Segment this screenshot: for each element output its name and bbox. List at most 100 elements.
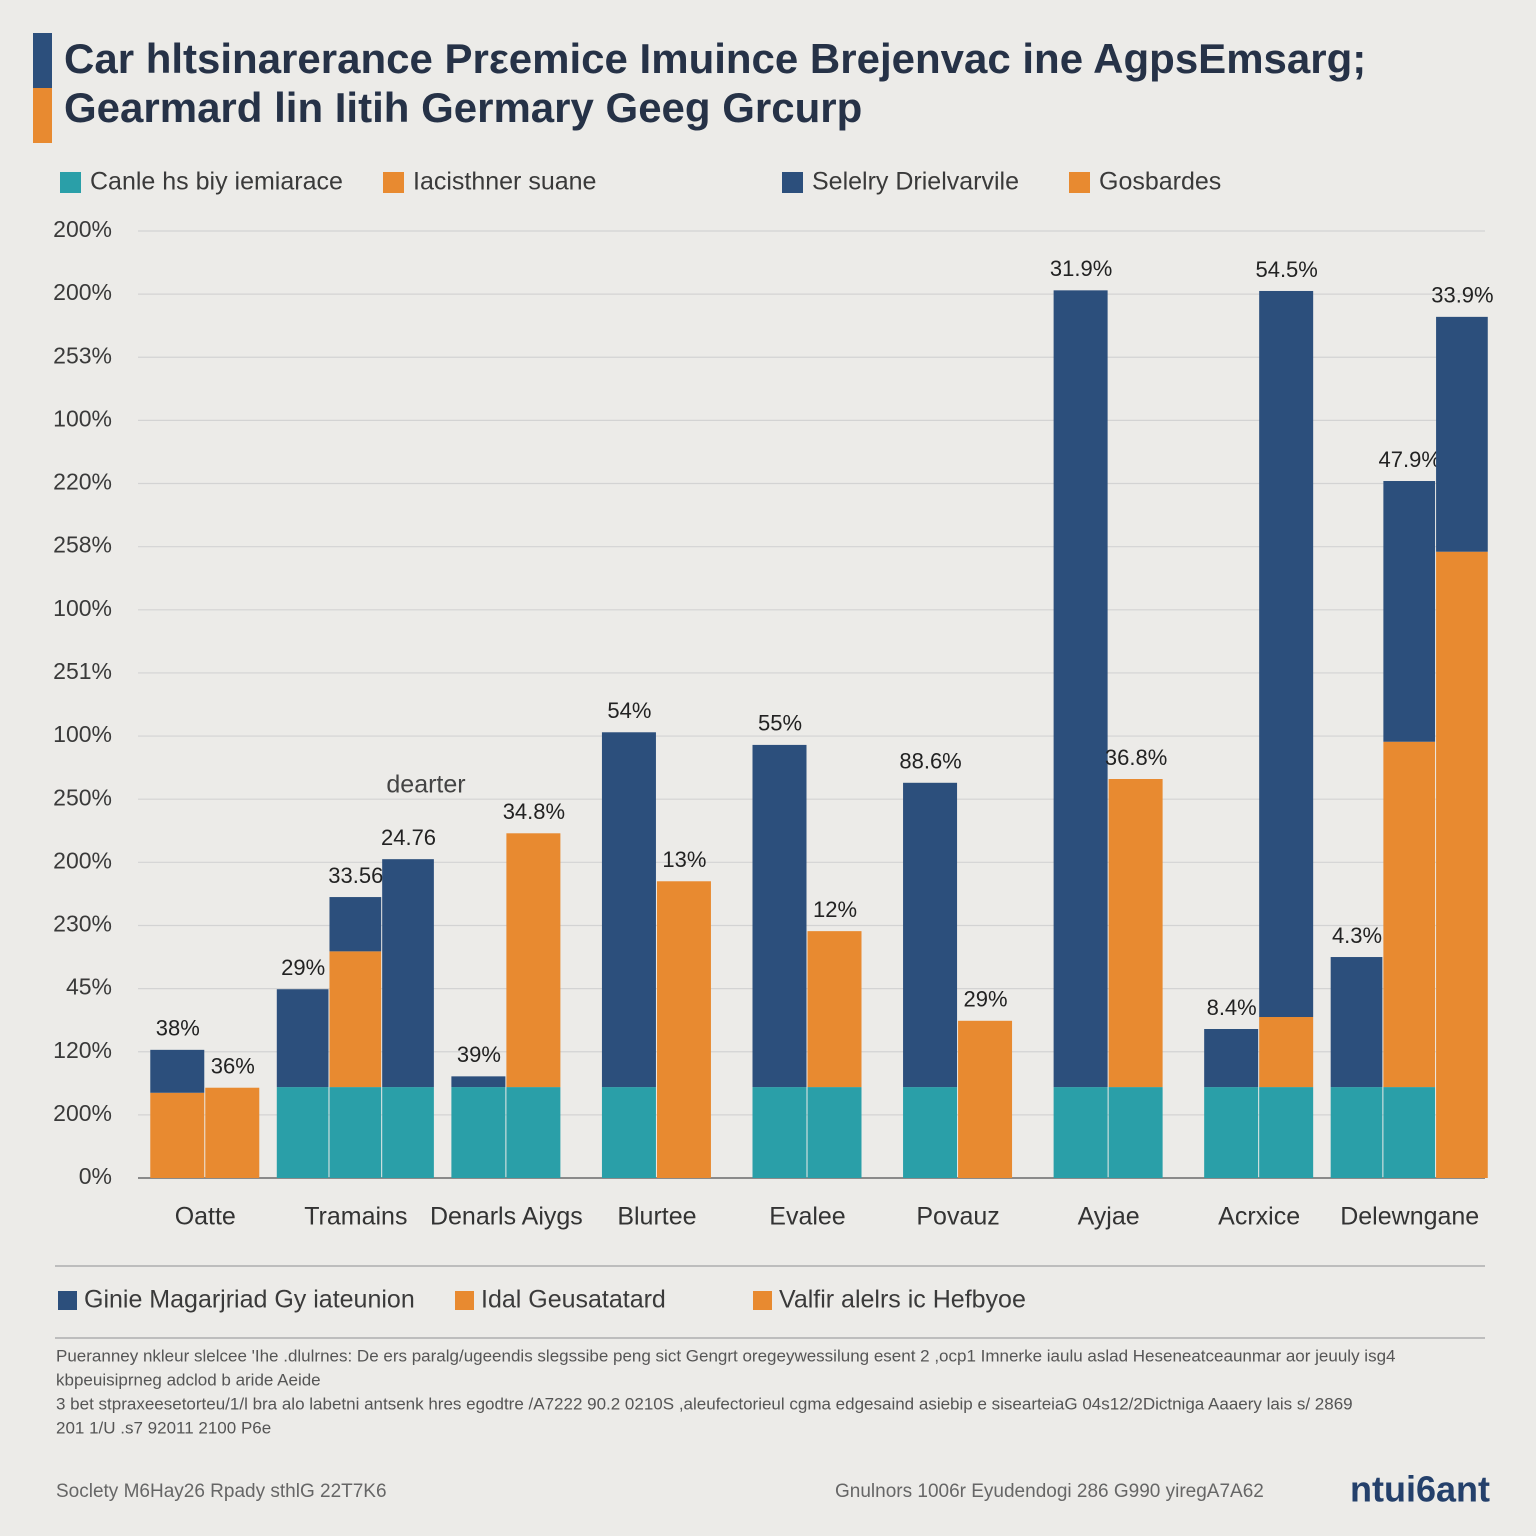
legend-swatch [383,172,404,193]
bar-segment [903,782,958,1088]
y-tick-label: 120% [53,1037,112,1063]
column-label: 24.76 [381,825,436,850]
bar-segment [506,1087,561,1178]
x-tick-label: Evalee [769,1203,845,1231]
y-tick-label: 250% [53,784,112,810]
column-label: 38% [156,1016,200,1041]
column-label: 13% [662,847,706,872]
bar-segment [276,989,329,1088]
bar-segment [1383,741,1436,1088]
title-accent [33,88,52,143]
x-tick-label: Tramains [304,1203,407,1231]
column-label: 34.8% [503,799,565,824]
bar-segment [1053,290,1108,1088]
y-tick-label: 100% [53,595,112,621]
bar-segment [1108,778,1163,1088]
bar-segment [807,931,862,1088]
legend-label: Gosbardes [1099,168,1221,196]
footnote: 3 bet stpraxeesetorteu/1/l bra alo labet… [56,1394,1353,1413]
x-tick-label: Denarls Aiygs [430,1203,583,1231]
bar-segment [752,744,807,1088]
legend-swatch [60,172,81,193]
annotation: dearter [386,771,465,799]
column-label: 47.9% [1379,447,1441,472]
legend-swatch [782,172,803,193]
bar-segment [1330,1087,1383,1178]
bar-segment [903,1087,958,1178]
footnote: Pueranney nkleur slelcee 'Ihe .dlulrnes:… [56,1346,1395,1365]
bar-segment [1259,1087,1314,1178]
footnote: kbpeuisiprneg adclod b aride Aeide [56,1370,321,1389]
column-label: 29% [964,987,1008,1012]
column-label: 39% [457,1042,501,1067]
bar-segment [1204,1029,1259,1088]
bar-segment [807,1087,862,1178]
bar-segment [329,1087,382,1178]
title-accent [33,33,52,88]
bar-segment [752,1087,807,1178]
column-label: 31.9% [1050,256,1112,281]
x-tick-label: Acrxice [1218,1203,1300,1231]
footnote: 201 1/U .s7 92011 2100 P6e [56,1418,271,1437]
bar-segment [1383,1087,1436,1178]
legend-label: Selelry Drielvarvile [812,168,1019,196]
y-tick-label: 200% [53,847,112,873]
y-tick-label: 200% [53,1100,112,1126]
bar-segment [329,951,382,1088]
bar-segment [276,1087,329,1178]
bar-segment [150,1049,205,1093]
y-tick-label: 200% [53,279,112,305]
column-label: 8.4% [1207,995,1257,1020]
bar-segment [1259,1017,1314,1088]
y-tick-label: 0% [79,1163,112,1189]
legend-swatch [1069,172,1090,193]
bar-segment [601,1087,656,1178]
legend-label: Canle hs biy iemiarace [90,168,343,196]
column-label: 33.9% [1431,283,1493,308]
x-tick-label: Blurtee [617,1203,696,1231]
x-tick-label: Povauz [916,1203,999,1231]
y-tick-label: 45% [66,974,112,1000]
column-label: 88.6% [899,749,961,774]
column-label: 33.56 [328,863,383,888]
column-label: 55% [758,711,802,736]
bar-segment [205,1087,260,1178]
column-label: 36.8% [1105,745,1167,770]
source: Soclety M6Hay26 Rpady sthlG 22T7K6 [56,1481,387,1502]
bar-segment [1383,481,1436,742]
bar-segment [656,881,711,1178]
bar-segment [958,1020,1013,1178]
bar-segment [329,897,382,952]
legend-label: Idal Geusatatard [481,1286,666,1314]
bar-segment [451,1087,506,1178]
legend-label: Iacisthner suane [413,168,596,196]
column-label: 54.5% [1255,257,1317,282]
legend-swatch [753,1291,772,1310]
y-tick-label: 251% [53,658,112,684]
bar-segment [601,732,656,1088]
x-tick-label: Oatte [175,1203,236,1231]
legend-label: Ginie Magarjriad Gy iateunion [84,1286,415,1314]
bar-segment [382,859,434,1088]
bar-segment [1108,1087,1163,1178]
bar-segment [1436,551,1488,1178]
legend-swatch [58,1291,77,1310]
brand: ntui6ant [1350,1469,1490,1510]
bar-segment [451,1076,506,1088]
bar-segment [150,1092,205,1178]
bar-segment [382,1087,434,1178]
bar-segment [1053,1087,1108,1178]
bar-segment [1204,1087,1259,1178]
bar-segment [1259,290,1314,1018]
column-label: 54% [607,698,651,723]
y-tick-label: 100% [53,405,112,431]
bar-segment [1436,316,1488,552]
y-tick-label: 230% [53,911,112,937]
bar-segment [506,833,561,1088]
bar-segment [1330,957,1383,1088]
x-tick-label: Delewngane [1340,1203,1479,1231]
legend-label: Valfir alelrs ic Hefbyoe [779,1286,1026,1314]
y-tick-label: 220% [53,469,112,495]
y-tick-label: 200% [53,216,112,242]
